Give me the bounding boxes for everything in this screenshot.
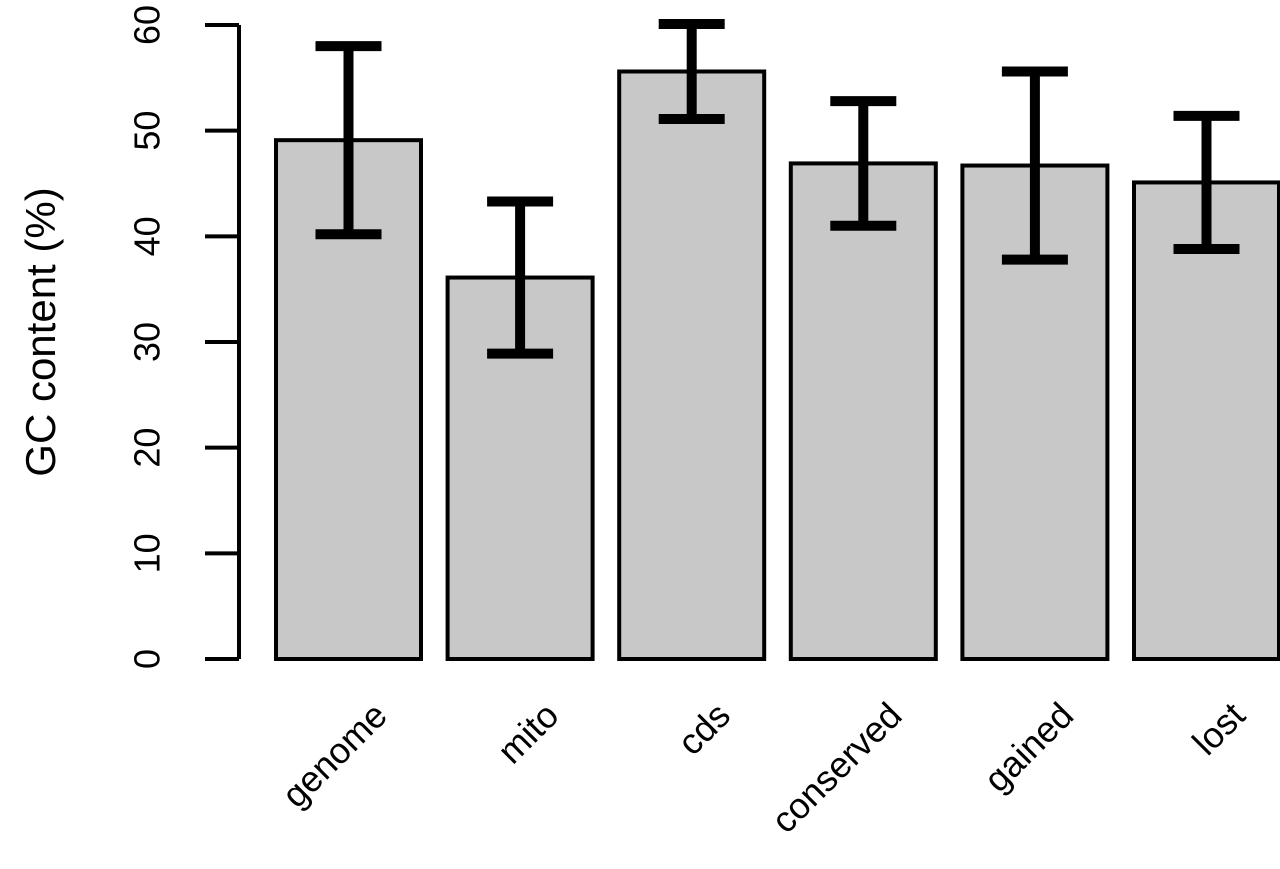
y-tick-label: 0: [127, 649, 168, 669]
y-tick-label: 10: [127, 533, 168, 573]
y-tick-label: 40: [127, 216, 168, 256]
bar: [617, 69, 767, 661]
x-tick-label: genome: [274, 694, 395, 815]
x-tick-label: mito: [489, 694, 566, 771]
x-tick-label: gained: [976, 694, 1081, 799]
x-tick-label: cds: [669, 694, 738, 763]
x-tick-label: conserved: [763, 694, 909, 840]
y-axis-label: GC content (%): [17, 187, 64, 476]
y-tick-label: 20: [127, 428, 168, 468]
y-tick-label: 30: [127, 322, 168, 362]
bar: [788, 161, 938, 661]
x-tick-label: lost: [1184, 694, 1253, 763]
bar: [1132, 180, 1280, 661]
y-tick-label: 50: [127, 111, 168, 151]
y-tick-label: 60: [127, 5, 168, 45]
